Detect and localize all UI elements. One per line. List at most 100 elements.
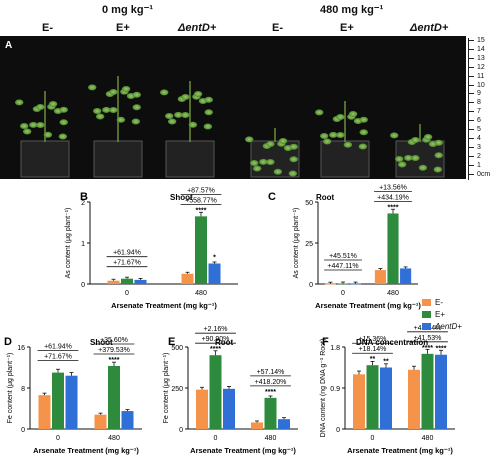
percent-change-label: +15.36%	[359, 336, 387, 343]
bar	[108, 365, 120, 429]
bar	[134, 279, 147, 284]
significance-stars: ****	[436, 346, 447, 353]
percent-change-label: +71.67%	[113, 260, 141, 267]
legend-item-e-plus: E+	[422, 308, 462, 320]
plant-5	[315, 101, 370, 178]
significance-stars: ****	[109, 357, 120, 364]
percent-change-label: +13.56%	[379, 184, 407, 191]
ruler-tick	[468, 120, 474, 122]
group-label-dentd-480: ΔentD+	[410, 22, 449, 34]
percent-change-label: +41.53%	[414, 335, 442, 342]
percent-change-label: +379.53%	[98, 347, 130, 354]
group-label-dentd-0: ΔentD+	[178, 22, 217, 34]
x-axis-label: Arsenate Treatment (mg kg⁻¹)	[315, 301, 421, 310]
legend-swatch	[422, 310, 431, 318]
bar	[121, 411, 134, 429]
y-tick-label: 1.8	[330, 345, 340, 352]
chart-panel-c: C Root 0 25 50 As content (μg plant⁻¹) Arsenat…	[268, 184, 421, 310]
bar	[121, 278, 133, 284]
bar	[94, 414, 107, 429]
plant-photo-panel: A	[0, 36, 466, 179]
percent-change-label: +18.14%	[359, 346, 387, 353]
legend-swatch	[422, 322, 431, 330]
ruler-tick	[468, 173, 474, 175]
x-tick-label: 0	[341, 290, 345, 297]
y-tick-label: 16	[17, 345, 25, 352]
panel-label-a: A	[5, 40, 13, 51]
bar	[435, 354, 447, 429]
plant-3	[160, 81, 215, 178]
plant-6	[390, 124, 445, 178]
height-ruler: 15 14 13 12 11 10 9 8 7 6 5 4 3 2 1 0cm	[468, 37, 494, 180]
y-axis-label: Fe content (μg plant⁻¹)	[163, 353, 170, 424]
bar	[65, 375, 78, 429]
ruler-tick-label: 7	[477, 108, 481, 116]
percent-change-label: +45.51%	[329, 253, 357, 260]
plant-photo-illustration	[15, 76, 445, 178]
ruler-tick	[468, 48, 474, 50]
x-tick-label: 480	[265, 435, 277, 442]
legend-swatch	[422, 298, 431, 306]
legend-item-e-minus: E-	[422, 296, 462, 308]
chart-title: Shoot	[90, 338, 113, 347]
percent-change-label: +558.77%	[185, 197, 217, 204]
dose-label-480: 480 mg kg⁻¹	[320, 4, 384, 16]
ruler-tick-label: 9	[477, 90, 481, 98]
significance-stars: ****	[196, 207, 207, 214]
panel-label: B	[80, 191, 88, 203]
ruler-tick	[468, 102, 474, 104]
bar	[366, 365, 379, 429]
bar	[181, 273, 194, 284]
ruler-tick-label: 1	[477, 161, 481, 169]
bar	[38, 395, 51, 429]
x-tick-label: 0	[371, 435, 375, 442]
ruler-tick	[468, 164, 474, 166]
bar	[208, 263, 221, 284]
x-axis-label: Arsenate Treatment (mg kg⁻¹)	[111, 301, 217, 310]
bar	[324, 283, 336, 285]
y-tick-label: 0	[309, 282, 313, 289]
x-tick-label: 480	[108, 435, 120, 442]
ruler-tick	[468, 93, 474, 95]
y-tick-label: 25	[305, 241, 313, 248]
significance-stars: ****	[210, 346, 221, 353]
percent-change-label: +87.57%	[187, 187, 215, 194]
y-tick-label: 0	[336, 427, 340, 434]
ruler-tick-label: 5	[477, 126, 481, 133]
plant-2	[88, 76, 143, 178]
ruler-tick-label: 4	[477, 134, 481, 142]
y-axis-label: As content (μg plant⁻¹)	[65, 208, 72, 279]
plant-1	[15, 91, 70, 178]
panel-label: C	[268, 191, 276, 203]
ruler-tick-label: 15	[477, 37, 485, 44]
ruler-tick	[468, 66, 474, 68]
ruler-tick	[468, 129, 474, 130]
bar	[52, 372, 64, 429]
panel-label: E	[168, 336, 175, 348]
ruler-tick-label: 10	[477, 81, 485, 89]
y-tick-label: 0	[81, 282, 85, 289]
significance-stars: *	[213, 255, 216, 262]
ruler-tick-label: 8	[477, 99, 481, 107]
y-tick-label: 0.9	[330, 386, 340, 393]
ruler-tick	[468, 155, 474, 157]
bar	[387, 213, 399, 284]
bar	[278, 419, 290, 429]
y-tick-label: 2	[81, 200, 85, 207]
chart-title: DNA concentration	[356, 338, 428, 347]
bar	[337, 283, 349, 285]
x-axis-label: Arsenate Treatment (mg kg⁻¹)	[190, 446, 296, 455]
ruler-tick-label: 11	[477, 72, 485, 80]
bar	[195, 216, 207, 284]
dose-label-0: 0 mg kg⁻¹	[102, 4, 154, 16]
ruler-tick	[468, 40, 474, 41]
significance-stars: **	[370, 356, 376, 363]
panel-label: F	[322, 336, 329, 348]
group-label-e-minus-0: E-	[42, 22, 53, 34]
plant-4	[245, 128, 300, 178]
chart-title: Root	[316, 193, 335, 202]
ruler-tick-label: 12	[477, 63, 485, 71]
